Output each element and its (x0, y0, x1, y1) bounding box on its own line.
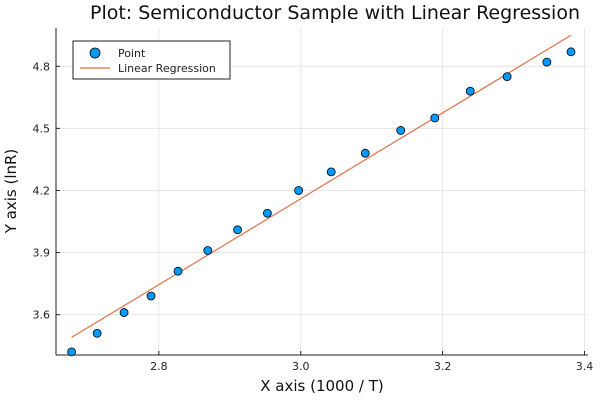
x-tick-label: 3.2 (434, 360, 452, 373)
legend: Point Linear Regression (72, 40, 231, 80)
scatter-point (203, 246, 213, 255)
scatter-point (119, 308, 129, 317)
scatter-point (92, 328, 102, 338)
y-tick-label: 3.6 (33, 309, 51, 322)
legend-point-marker (89, 47, 101, 59)
legend-label-regression: Linear Regression (118, 62, 216, 75)
axes (55, 28, 588, 356)
chart-title: Plot: Semiconductor Sample with Linear R… (90, 2, 580, 24)
y-tick-label: 4.5 (33, 122, 51, 135)
scatter-point (146, 291, 156, 301)
y-tick-label: 4.2 (33, 184, 51, 197)
x-tick-label: 2.8 (150, 360, 168, 373)
y-ticks: 3.6 3.9 4.2 4.5 4.8 (33, 60, 60, 322)
scatter-point (326, 167, 336, 177)
scatter-point (294, 186, 303, 195)
legend-label-point: Point (118, 47, 146, 60)
x-ticks: 2.8 3.0 3.2 3.4 (150, 351, 593, 373)
regression-line (71, 34, 572, 338)
legend-box (72, 40, 231, 80)
scatter-point (262, 208, 272, 218)
scatter-point (67, 347, 77, 357)
x-tick-label: 3.0 (292, 360, 310, 373)
scatter-point (173, 266, 183, 276)
x-axis-label: X axis (1000 / T) (260, 377, 384, 395)
y-tick-label: 4.8 (33, 60, 51, 73)
x-tick-label: 3.4 (576, 360, 594, 373)
regression-line-layer (71, 34, 572, 338)
scatter-points (67, 47, 576, 357)
scatter-point (465, 86, 475, 96)
scatter-point (542, 57, 552, 67)
y-tick-label: 3.9 (33, 247, 51, 260)
scatter-point (566, 47, 576, 57)
y-axis-label: Y axis (lnR) (2, 149, 20, 235)
scatter-point (396, 126, 406, 135)
scatter-point (233, 225, 242, 235)
scatter-point (430, 113, 440, 123)
scatter-point (360, 148, 370, 158)
grid (56, 28, 588, 355)
scatter-point (502, 72, 512, 82)
